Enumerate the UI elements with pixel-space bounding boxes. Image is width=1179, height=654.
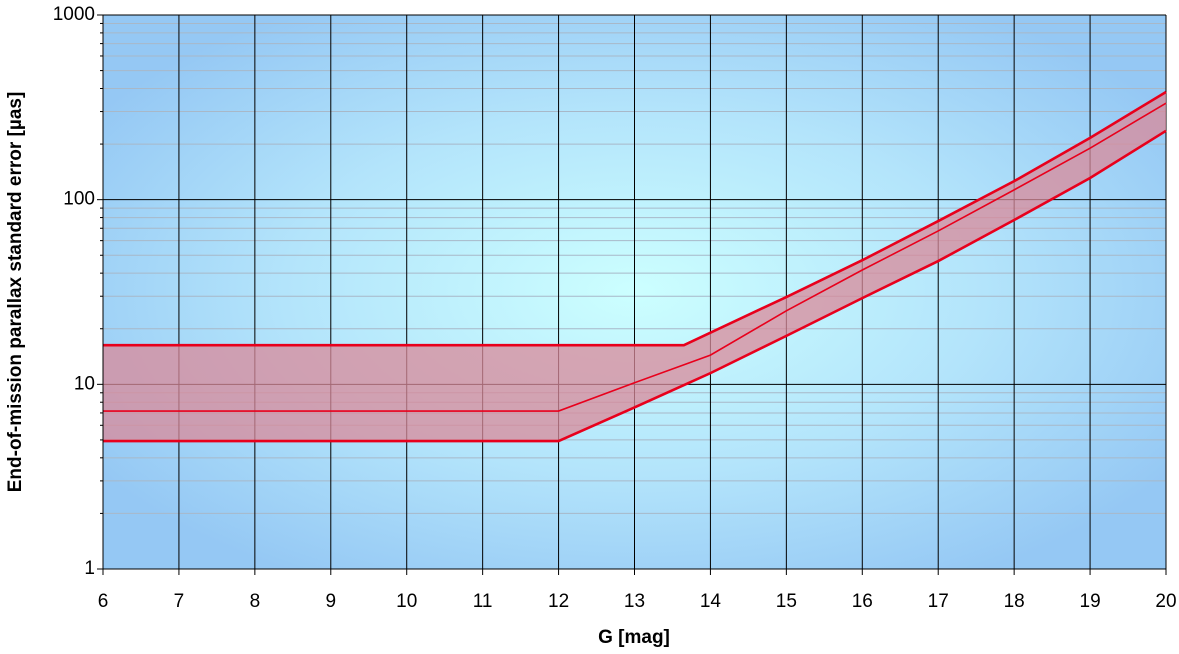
series-line — [103, 90, 1167, 347]
y-axis-title: End-of-mission parallax standard error [… — [5, 92, 26, 493]
x-tick-label: 12 — [548, 591, 569, 612]
x-tick-label: 11 — [473, 591, 493, 612]
y-tick-label: 100 — [63, 189, 95, 210]
grid — [102, 14, 1167, 570]
x-tick-label: 18 — [1004, 591, 1025, 612]
y-tick-label: 1 — [84, 558, 95, 579]
x-tick-label: 20 — [1155, 591, 1176, 612]
x-tick-label: 9 — [325, 591, 336, 612]
x-tick-label: 8 — [250, 591, 261, 612]
x-tick-label: 15 — [776, 591, 797, 612]
x-tick-label: 14 — [700, 591, 722, 612]
x-tick-label: 7 — [174, 591, 185, 612]
x-axis-title: G [mag] — [598, 627, 670, 648]
series-line — [103, 129, 1167, 443]
axes: 1 10 100 1000 6 7 8 9 10 11 12 13 14 15 16 17 18 19 20 — [53, 4, 1177, 612]
y-tick-label: 1000 — [53, 4, 95, 25]
band-fill — [103, 91, 1166, 442]
x-tick-label: 19 — [1080, 591, 1101, 612]
marks — [103, 90, 1167, 443]
x-tick-label: 10 — [396, 591, 417, 612]
x-tick-label: 17 — [928, 591, 949, 612]
x-tick-label: 6 — [98, 591, 109, 612]
y-tick-label: 10 — [74, 373, 95, 394]
x-tick-label: 16 — [852, 591, 873, 612]
series-line — [103, 102, 1167, 412]
x-tick-label: 13 — [624, 591, 645, 612]
